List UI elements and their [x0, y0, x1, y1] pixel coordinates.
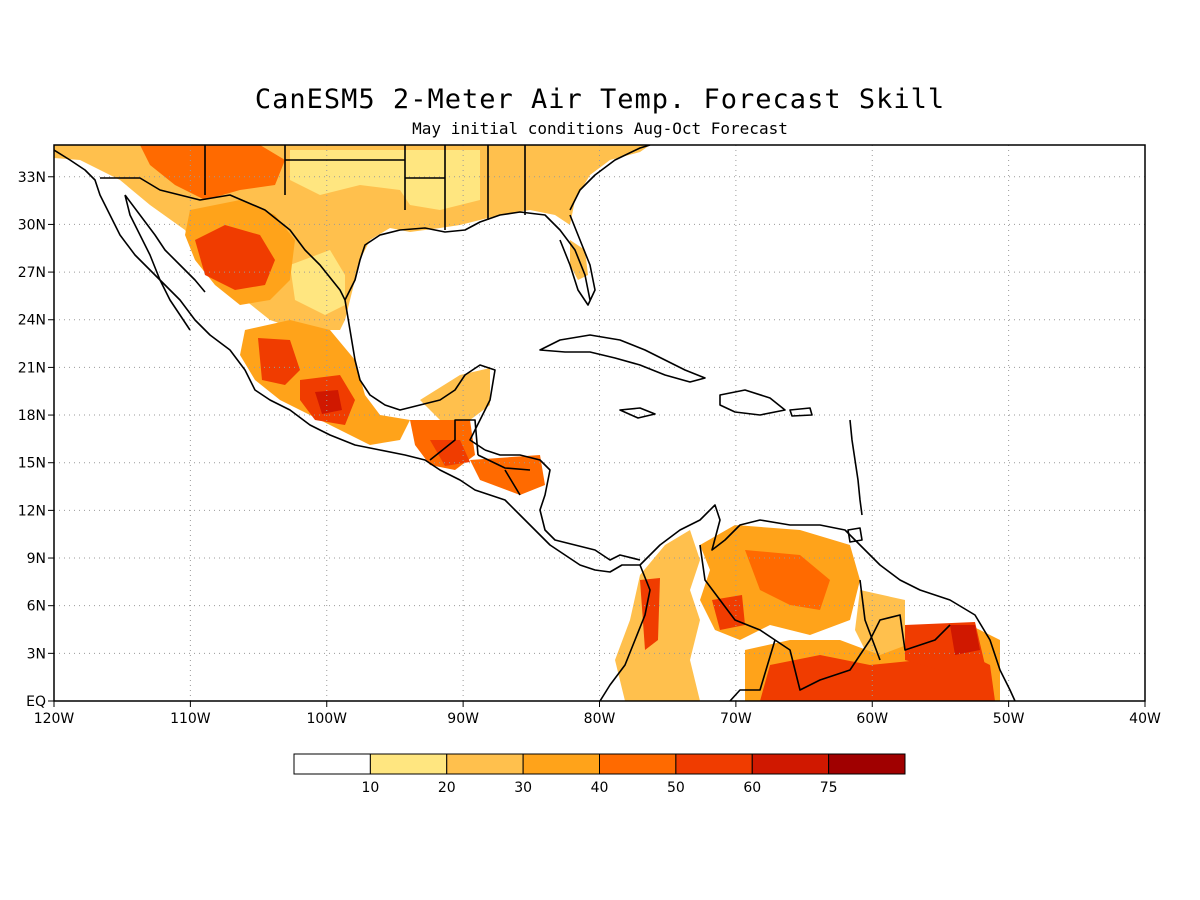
border-us-states — [204, 145, 526, 230]
color-bar-segment — [446, 753, 524, 775]
border-central-america — [429, 419, 531, 496]
lon-tick-label: 50W — [993, 711, 1025, 727]
skill-field-guatemala-core — [430, 440, 470, 466]
lat-tick-label: 9N — [27, 551, 46, 567]
lon-tick-label: 90W — [447, 711, 479, 727]
color-bar-segment — [675, 753, 753, 775]
lat-tick-label: 21N — [18, 360, 46, 376]
lon-tick-label: 60W — [856, 711, 888, 727]
lon-tick-label: 40W — [1129, 711, 1161, 727]
coastline-baja-california — [124, 194, 206, 331]
coastline-cuba — [539, 334, 706, 383]
skill-field-colombia-west — [640, 578, 660, 650]
coastline-us-atlantic — [569, 145, 651, 211]
lon-tick-label: 80W — [584, 711, 616, 727]
map-gridlines — [54, 145, 1145, 701]
coastline-jamaica — [619, 407, 656, 419]
color-bar-segment — [599, 753, 677, 775]
lat-tick-label: 30N — [18, 217, 46, 233]
color-bar-segment — [293, 753, 371, 775]
coastline-puerto-rico — [789, 407, 813, 417]
color-bar-label: 30 — [514, 780, 532, 796]
coastline-florida — [559, 214, 596, 306]
lat-tick-label: 6N — [27, 599, 46, 615]
lat-tick-label: 33N — [18, 170, 46, 186]
skill-shading-layer — [54, 145, 1000, 701]
lat-tick-label: EQ — [26, 694, 46, 710]
lat-tick-label: 18N — [18, 408, 46, 424]
coastline-lesser-antilles — [849, 419, 863, 516]
color-bar-label: 10 — [361, 780, 379, 796]
lon-tick-label: 100W — [306, 711, 347, 727]
longitude-axis: 120W 110W 100W 90W 80W 70W 60W 50W 40W — [34, 701, 1161, 727]
lat-tick-label: 12N — [18, 503, 46, 519]
coastline-gulf-of-mexico — [344, 211, 591, 451]
color-bar-segment — [828, 753, 906, 775]
map-title: CanESM5 2-Meter Air Temp. Forecast Skill — [254, 84, 946, 115]
lon-tick-label: 70W — [720, 711, 752, 727]
skill-field-mexico-north — [140, 145, 285, 200]
coastline-trinidad — [847, 527, 863, 543]
coastline-south-america — [599, 504, 1016, 701]
skill-field-french-guiana-core — [950, 625, 980, 655]
skill-field-venezuela-core — [745, 550, 830, 610]
lon-tick-label: 110W — [170, 711, 211, 727]
color-bar-label: 50 — [667, 780, 685, 796]
coastline-central-america — [484, 449, 641, 561]
color-bar-segment — [369, 753, 448, 775]
color-bar-segment — [751, 753, 830, 775]
coastline-hispaniola — [719, 389, 786, 416]
lat-tick-label: 27N — [18, 265, 46, 281]
skill-field-sonora — [195, 225, 275, 290]
coastline-north-america-west — [54, 149, 640, 573]
skill-field-jalisco — [258, 338, 300, 385]
coastline-layer — [54, 145, 1016, 701]
color-bar-segment — [522, 753, 600, 775]
lon-tick-label: 120W — [34, 711, 75, 727]
lat-tick-label: 3N — [27, 646, 46, 662]
map-subtitle: May initial conditions Aug-Oct Forecast — [412, 119, 788, 138]
skill-field-yucatan — [420, 368, 490, 425]
color-bar-label: 20 — [438, 780, 456, 796]
lat-tick-label: 24N — [18, 313, 46, 329]
color-bar-label: 60 — [743, 780, 761, 796]
skill-field-texas-light — [290, 250, 345, 315]
skill-field-us-light — [290, 150, 480, 210]
color-bar-legend: 10 20 30 40 50 60 75 — [293, 753, 906, 796]
color-bar-label: 40 — [591, 780, 609, 796]
border-south-america — [699, 544, 951, 701]
color-bar-label: 75 — [820, 780, 838, 796]
skill-field-michoacan-core — [315, 390, 342, 414]
lat-tick-label: 15N — [18, 456, 46, 472]
latitude-axis: 33N 30N 27N 24N 21N 18N 15N 12N 9N 6N 3N EQ — [18, 170, 54, 710]
border-us-mexico — [100, 177, 346, 301]
